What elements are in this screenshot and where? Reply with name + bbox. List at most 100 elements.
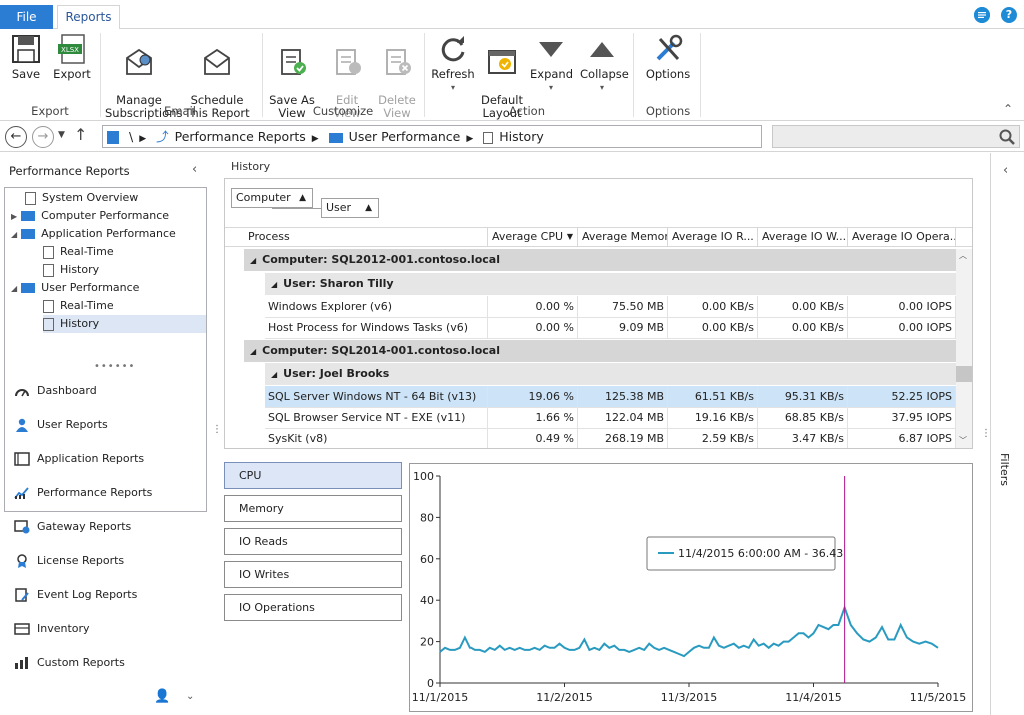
delete-view-button[interactable]: Delete View: [376, 33, 418, 120]
tree-item-app-history[interactable]: History: [43, 261, 99, 279]
group-divider: [262, 33, 263, 117]
edit-view-button[interactable]: Edit View: [322, 33, 372, 120]
metric-button-memory[interactable]: Memory: [224, 495, 402, 522]
cell-cpu: 0.49 %: [488, 428, 578, 448]
left-panel: Performance Reports ‹ System Overview ▶ C…: [0, 153, 210, 715]
breadcrumb[interactable]: \ ▶ ⤴ Performance Reports ▶ User Performanc…: [102, 125, 762, 148]
back-button[interactable]: ←: [5, 126, 27, 148]
group-divider: [633, 33, 634, 117]
schedule-report-label: Schedule This Report: [184, 93, 250, 120]
schedule-report-button[interactable]: Schedule This Report: [180, 33, 254, 120]
save-as-view-button[interactable]: Save As View: [268, 33, 316, 120]
group-row-computer[interactable]: ◢ Computer: SQL2012-001.contoso.local: [244, 249, 956, 271]
table-row[interactable]: SQL Browser Service NT - EXE (v11) 1.66 …: [265, 407, 956, 429]
reports-tab[interactable]: Reports: [57, 5, 120, 30]
collapse-triangle-icon: [590, 42, 614, 57]
group-label-action: Action: [508, 104, 546, 118]
expand-filters-icon[interactable]: ‹: [1003, 163, 1009, 178]
nav-performance-reports[interactable]: Performance Reports: [14, 483, 152, 503]
nav-user-reports[interactable]: User Reports: [14, 415, 108, 435]
table-row[interactable]: Windows Explorer (v6) 0.00 % 75.50 MB 0.…: [265, 296, 956, 318]
user-icon: [16, 418, 28, 432]
tree-item-computer-performance[interactable]: ▶ Computer Performance: [11, 209, 170, 222]
metric-button-io-writes[interactable]: IO Writes: [224, 561, 402, 588]
nav-inventory[interactable]: Inventory: [14, 619, 90, 639]
x-tick-label: 11/4/2015: [785, 691, 841, 704]
column-header-avg-io-writes[interactable]: Average IO W...: [758, 227, 848, 247]
scroll-up-icon[interactable]: ︿: [959, 251, 967, 260]
history-dropdown-icon[interactable]: ▼: [58, 130, 65, 140]
vertical-scrollbar[interactable]: ︿ ﹀: [956, 249, 972, 448]
breadcrumb-item-history[interactable]: History: [499, 129, 544, 144]
column-header-avg-io-reads[interactable]: Average IO R...: [668, 227, 758, 247]
scroll-down-icon[interactable]: ﹀: [959, 436, 967, 445]
chevron-down-icon[interactable]: ⌄: [186, 691, 195, 702]
breadcrumb-root[interactable]: \: [128, 129, 134, 144]
help-icon[interactable]: ?: [1001, 7, 1017, 23]
group-tab-computer[interactable]: Computer ▲: [231, 188, 313, 208]
view-edit-icon: [336, 49, 361, 75]
filters-label[interactable]: Filters: [998, 453, 1011, 486]
table-row[interactable]: Host Process for Windows Tasks (v6) 0.00…: [265, 317, 956, 339]
cell-process: SQL Server Windows NT - 64 Bit (v13): [265, 386, 488, 408]
search-input[interactable]: [772, 125, 1020, 148]
group-row-user[interactable]: ◢ User: Sharon Tilly: [265, 273, 956, 295]
group-label-options: Options: [645, 104, 691, 118]
metric-button-io-operations[interactable]: IO Operations: [224, 594, 402, 621]
scrollbar-thumb[interactable]: [956, 366, 972, 382]
collapse-button[interactable]: Collapse ▾: [580, 33, 629, 94]
collapse-ribbon-icon[interactable]: ⌃: [1003, 102, 1014, 116]
collapse-left-panel-icon[interactable]: ‹: [192, 162, 198, 177]
view-check-icon: [281, 49, 306, 75]
filters-panel[interactable]: ‹ Filters: [990, 153, 1024, 715]
refresh-button[interactable]: Refresh ▾: [430, 33, 476, 94]
left-splitter-grip[interactable]: ⋮: [212, 424, 222, 435]
right-splitter-grip[interactable]: ⋮: [981, 428, 991, 439]
manage-subscriptions-button[interactable]: Manage Subscriptions: [105, 33, 182, 120]
export-button[interactable]: XLSX Export: [52, 33, 92, 81]
cell-process: SQL Browser Service NT - EXE (v11): [265, 407, 488, 429]
refresh-icon: [441, 36, 465, 62]
save-button[interactable]: Save: [8, 33, 44, 81]
column-header-process[interactable]: Process: [244, 227, 488, 247]
column-header-avg-io-ops[interactable]: Average IO Opera...: [848, 227, 956, 247]
expand-button[interactable]: Expand ▾: [530, 33, 573, 94]
nav-custom-reports[interactable]: Custom Reports: [14, 653, 125, 673]
group-row-computer[interactable]: ◢ Computer: SQL2014-001.contoso.local: [244, 340, 956, 362]
user-settings-icon[interactable]: 👤: [154, 689, 171, 704]
column-header-avg-cpu[interactable]: Average CPU ▼: [488, 227, 578, 247]
table-row-selected[interactable]: SQL Server Windows NT - 64 Bit (v13) 19.…: [265, 386, 956, 408]
metric-button-cpu[interactable]: CPU: [224, 462, 402, 489]
breadcrumb-item-user-performance[interactable]: User Performance: [348, 129, 461, 144]
chat-icon[interactable]: [974, 7, 990, 23]
group-row-user[interactable]: ◢ User: Joel Brooks: [265, 363, 956, 385]
forward-button[interactable]: →: [32, 126, 54, 148]
tree-item-system-overview[interactable]: System Overview: [25, 189, 138, 207]
nav-event-log-reports[interactable]: Event Log Reports: [14, 585, 137, 605]
history-chart[interactable]: 100 80 60 40 20 0 11/1/2015 11/2/2015 11/3/2015 1…: [409, 463, 973, 712]
nav-application-reports[interactable]: Application Reports: [14, 449, 144, 469]
tree-item-user-performance[interactable]: ◢ User Performance: [11, 281, 140, 294]
tree-item-app-real-time[interactable]: Real-Time: [43, 243, 114, 261]
group-tab-user[interactable]: User ▲: [321, 198, 379, 218]
nav-dashboard[interactable]: Dashboard: [14, 381, 97, 401]
nav-license-reports[interactable]: License Reports: [14, 551, 124, 571]
metric-button-io-reads[interactable]: IO Reads: [224, 528, 402, 555]
options-button[interactable]: Options: [645, 33, 691, 81]
breadcrumb-item-performance-reports[interactable]: Performance Reports: [174, 129, 306, 144]
group-divider: [700, 33, 701, 117]
nav-gateway-reports[interactable]: Gateway Reports: [14, 517, 131, 537]
default-layout-button[interactable]: Default Layout: [480, 33, 524, 120]
up-arrow-icon[interactable]: ↑: [74, 125, 88, 144]
tree-item-user-history[interactable]: History: [43, 315, 206, 333]
file-tab[interactable]: File: [0, 5, 53, 29]
search-icon[interactable]: [999, 129, 1015, 145]
ribbon-tab-bar: File Reports ?: [0, 0, 1024, 30]
splitter-grip[interactable]: ••••••: [94, 361, 136, 372]
tree-item-user-real-time[interactable]: Real-Time: [43, 297, 114, 315]
column-header-avg-memory[interactable]: Average Memory: [578, 227, 668, 247]
delete-view-label: Delete View: [378, 93, 416, 120]
tree-item-application-performance[interactable]: ◢ Application Performance: [11, 227, 176, 240]
chevron-right-icon: ▶: [311, 134, 319, 144]
table-row[interactable]: SysKit (v8) 0.49 % 268.19 MB 2.59 KB/s 3…: [265, 428, 956, 448]
